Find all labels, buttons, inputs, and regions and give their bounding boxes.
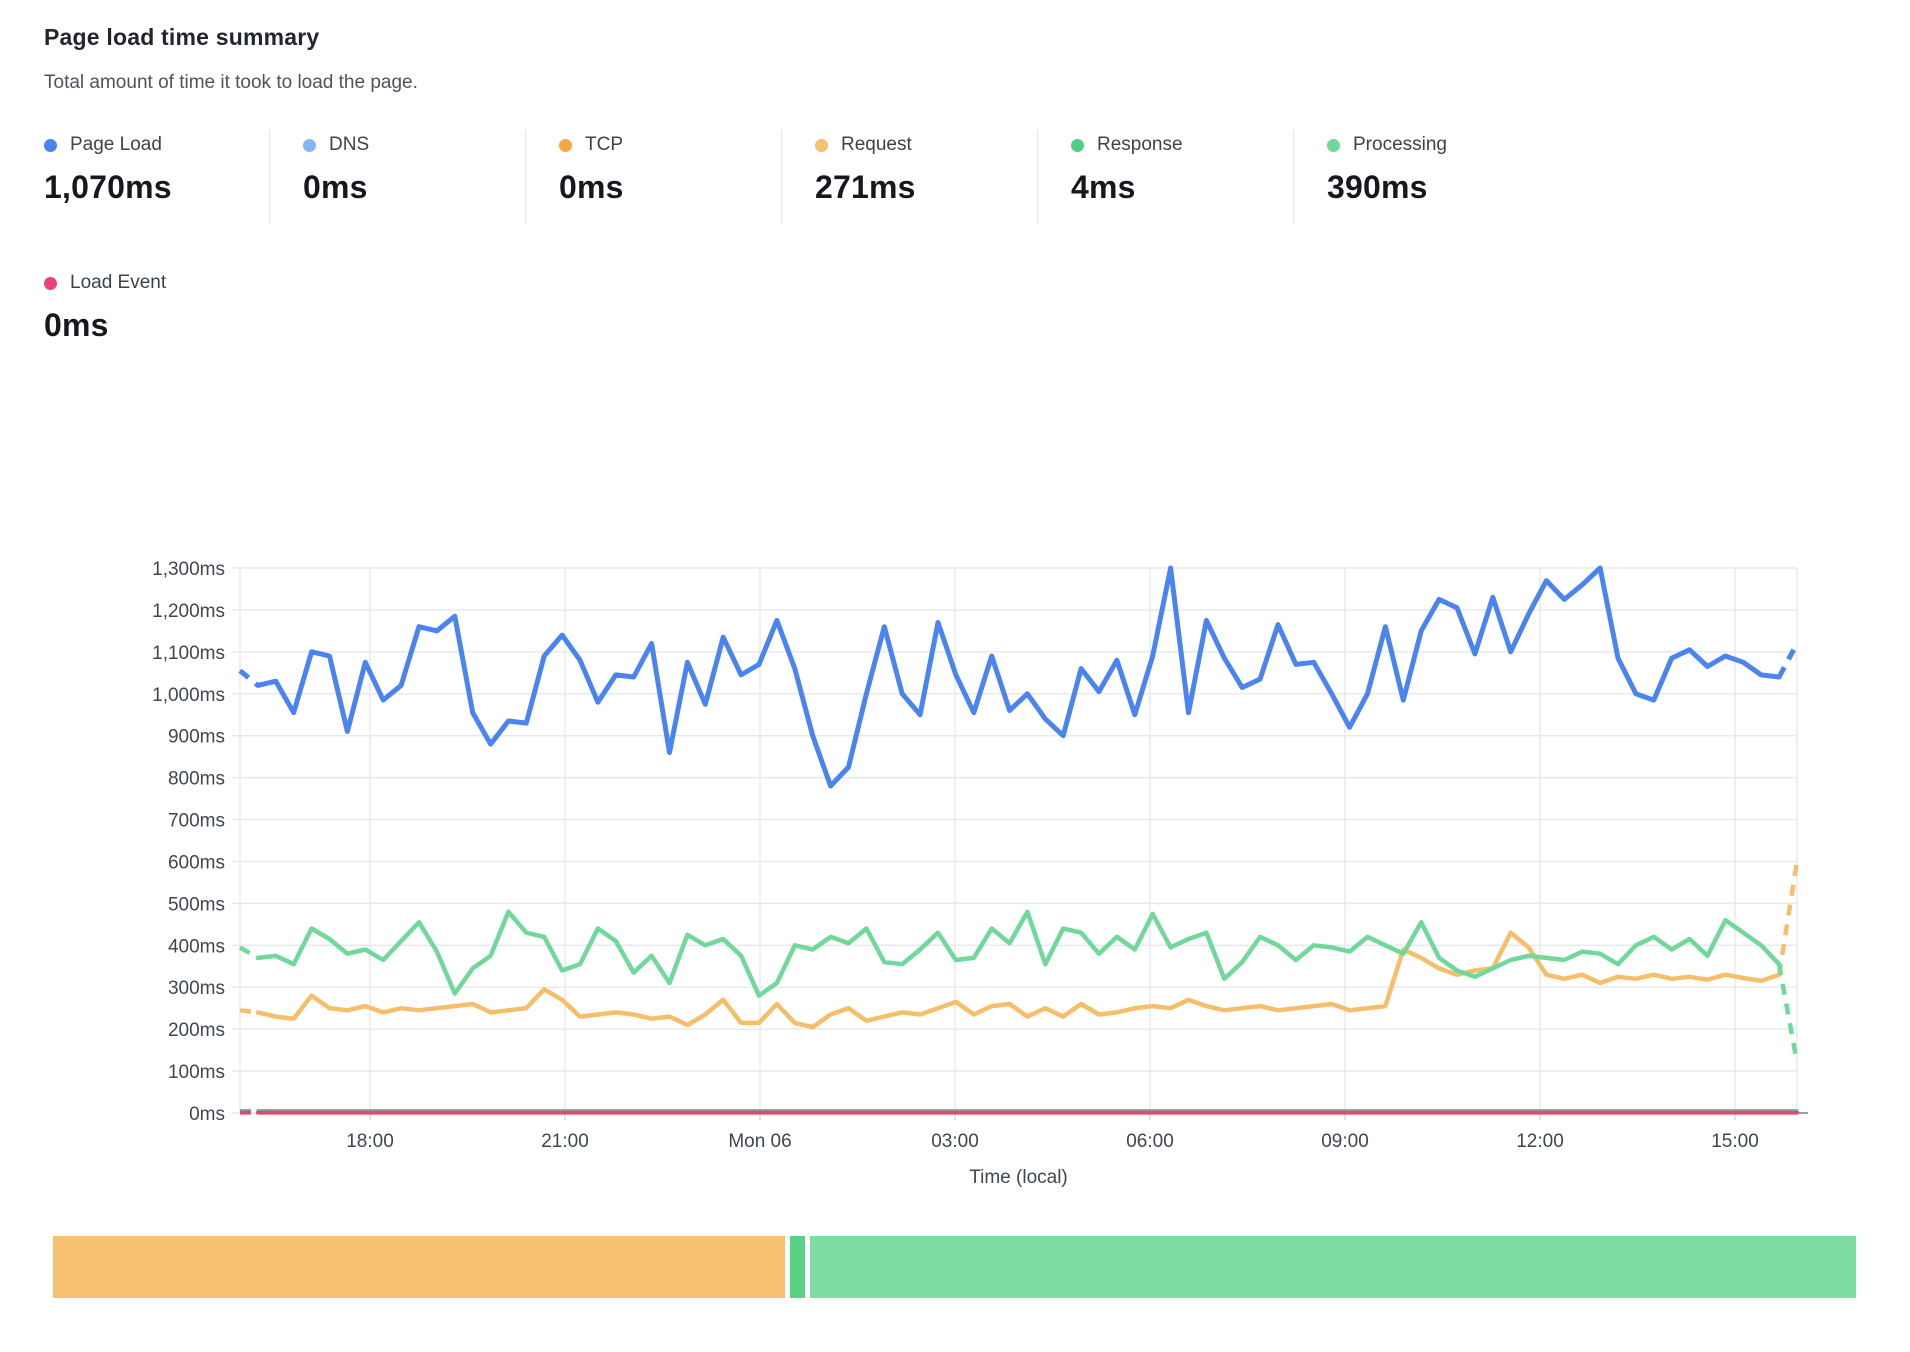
metric-processing: Processing 390ms [1293, 130, 1549, 224]
page-title: Page load time summary [44, 24, 320, 50]
y-axis-tick-label: 400ms [168, 936, 225, 957]
y-axis-tick-label: 700ms [168, 811, 225, 832]
series-processing-line [238, 909, 1800, 1064]
metric-value: 0ms [303, 169, 368, 205]
time-range-status-bar [53, 1236, 1857, 1298]
page-subtitle: Total amount of time it took to load the… [44, 72, 418, 93]
metric-request: Request 271ms [781, 130, 1037, 224]
metric-load-event: Load Event 0ms [44, 272, 166, 344]
legend-dot [1071, 138, 1084, 152]
metric-response: Response 4ms [1037, 130, 1293, 224]
x-axis-tick-label: 21:00 [541, 1131, 589, 1152]
y-axis-tick-label: 800ms [168, 769, 225, 790]
metric-label: Page Load [70, 134, 162, 155]
metric-value: 4ms [1071, 169, 1136, 205]
y-axis-tick-label: 1,000ms [152, 685, 225, 706]
metric-label: Request [841, 134, 912, 155]
metric-value: 271ms [815, 169, 916, 205]
x-axis-title: Time (local) [969, 1167, 1068, 1188]
line-chart-svg[interactable]: 0ms 100ms 200ms 300ms 400ms 500ms 600ms 700ms 80… [44, 545, 1866, 1205]
status-bar-segment-3 [809, 1236, 1857, 1298]
y-axis-tick-label: 900ms [168, 727, 225, 748]
metric-value: 0ms [44, 307, 109, 343]
metric-label: Response [1097, 134, 1183, 155]
metric-value: 390ms [1327, 169, 1428, 205]
legend-dot [815, 138, 828, 152]
series-request-line [239, 861, 1800, 1030]
legend-dot [44, 138, 57, 152]
gridlines [232, 567, 1808, 1120]
page-load-time-chart[interactable]: 0ms 100ms 200ms 300ms 400ms 500ms 600ms 700ms 80… [44, 545, 1866, 1210]
metric-page-load: Page Load 1,070ms [44, 130, 269, 224]
metric-label: Processing [1353, 134, 1447, 155]
y-axis-tick-label: 500ms [168, 894, 225, 915]
y-axis-tick-label: 100ms [168, 1062, 225, 1083]
metric-tcp: TCP 0ms [525, 130, 781, 224]
status-bar-segment-1 [53, 1236, 786, 1298]
x-axis-tick-label: Mon 06 [728, 1131, 791, 1152]
y-axis-tick-label: 600ms [168, 852, 225, 873]
x-axis-tick-label: 15:00 [1711, 1131, 1759, 1152]
x-axis-tick-label: 09:00 [1321, 1131, 1369, 1152]
load-event-legend-dot [44, 276, 57, 290]
y-axis-tick-label: 1,300ms [152, 559, 225, 580]
x-axis-tick-label: 03:00 [931, 1131, 979, 1152]
x-axis-tick-label: 06:00 [1126, 1131, 1174, 1152]
metric-dns: DNS 0ms [269, 130, 525, 224]
y-axis-tick-label: 200ms [168, 1020, 225, 1041]
x-axis-tick-label: 12:00 [1516, 1131, 1564, 1152]
y-axis-tick-label: 0ms [189, 1104, 225, 1125]
x-axis-tick-label: 18:00 [346, 1131, 394, 1152]
y-axis-tick-label: 1,200ms [152, 601, 225, 622]
legend-dot [559, 138, 572, 152]
metric-label: DNS [329, 134, 370, 155]
y-axis-tick-label: 300ms [168, 978, 225, 999]
y-axis-tick-label: 1,100ms [152, 643, 225, 664]
metric-value: 0ms [559, 169, 624, 205]
series-page-load-line [238, 565, 1800, 789]
metrics-legend-row: Page Load 1,070ms DNS 0ms TCP 0ms Request 271ms… [44, 130, 1549, 224]
metric-label: TCP [585, 134, 623, 155]
legend-dot [303, 138, 316, 152]
metric-value: 1,070ms [44, 169, 172, 205]
status-bar-segment-2 [790, 1236, 805, 1298]
metric-label: Load Event [70, 272, 167, 293]
legend-dot [1327, 138, 1340, 152]
